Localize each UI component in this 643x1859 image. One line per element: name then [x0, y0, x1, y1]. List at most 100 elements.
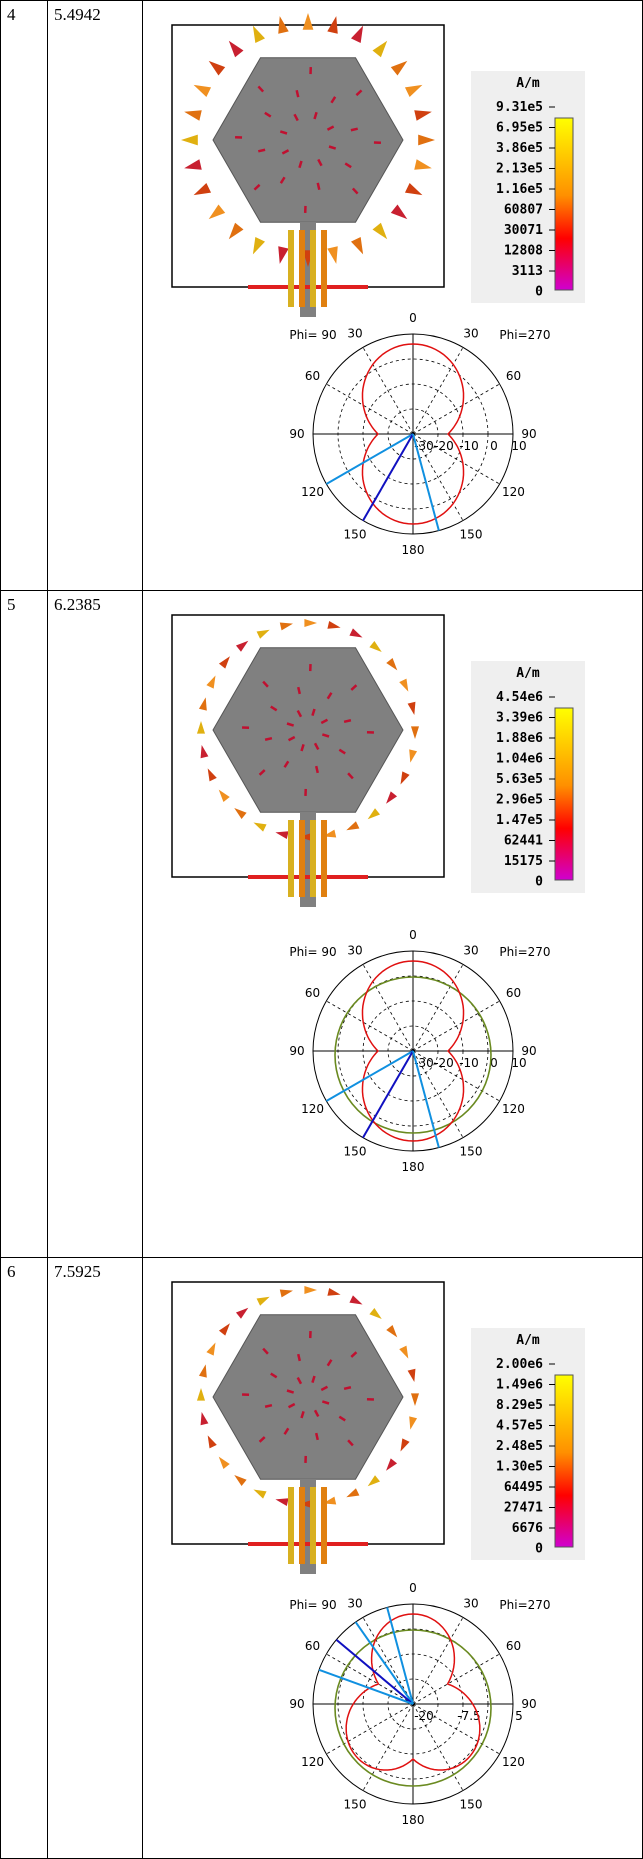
angle-label: 30	[463, 327, 478, 341]
angle-label: 90	[289, 1697, 304, 1711]
inner-arrow	[344, 1387, 351, 1389]
feed-arrow	[288, 230, 294, 307]
phi-left-label: Phi= 90	[289, 328, 336, 342]
feed-arrow	[310, 230, 316, 307]
legend-value: 1.30e5	[496, 1460, 543, 1475]
legend-value: 1.16e5	[496, 182, 543, 197]
radial-label: -10	[459, 439, 479, 453]
legend-value: 15175	[504, 854, 543, 869]
angle-label: 90	[521, 1697, 536, 1711]
beam-line	[326, 1051, 413, 1101]
legend-value: 3113	[512, 264, 543, 279]
legend-value: 0	[535, 1542, 543, 1557]
polar-spoke	[363, 1704, 413, 1791]
feed-arrow	[288, 1487, 294, 1564]
feed-arrow	[310, 820, 316, 897]
angle-label: 150	[460, 1797, 483, 1811]
feed-arrow	[288, 820, 294, 897]
feed-arrow	[299, 230, 305, 307]
polar-spoke	[413, 1654, 500, 1704]
legend-value: 27471	[504, 1501, 543, 1516]
radial-label: 10	[511, 439, 526, 453]
legend-value: 30071	[504, 223, 543, 238]
angle-label: 150	[344, 1144, 367, 1158]
angle-label: 60	[506, 986, 521, 1000]
inner-arrow	[265, 1405, 272, 1407]
legend-value: 6.95e5	[496, 121, 543, 136]
legend-value: 1.04e6	[496, 752, 543, 767]
angle-label: 180	[402, 543, 425, 557]
feed-arrow	[299, 1487, 305, 1564]
legend-value: 3.39e6	[496, 711, 543, 726]
angle-label: 0	[409, 311, 417, 325]
inner-arrow	[297, 90, 299, 97]
legend-value: 60807	[504, 203, 543, 218]
angle-label: 180	[402, 1160, 425, 1174]
inner-arrow	[298, 687, 300, 694]
legend-value: 2.00e6	[496, 1357, 543, 1372]
polar-spoke	[326, 384, 413, 434]
legend-value: 0	[535, 875, 543, 890]
angle-label: 30	[347, 1597, 362, 1611]
feed-arrow	[310, 1487, 316, 1564]
legend-value: 4.54e6	[496, 690, 543, 705]
radial-label: 5	[515, 1709, 523, 1723]
angle-label: 0	[409, 928, 417, 942]
radial-label: -10	[459, 1056, 479, 1070]
angle-label: 0	[409, 1581, 417, 1595]
angle-label: 120	[502, 1755, 525, 1769]
phi-left-label: Phi= 90	[289, 1598, 336, 1612]
radial-label: 10	[511, 1056, 526, 1070]
legend-value: 9.31e5	[496, 100, 543, 115]
angle-label: 150	[460, 1144, 483, 1158]
legend-value: 64495	[504, 1480, 543, 1495]
legend-value: 8.29e5	[496, 1398, 543, 1413]
polar-spoke	[363, 347, 413, 434]
legend-value: 6676	[512, 1521, 543, 1536]
color-bar	[555, 708, 573, 880]
phi-right-label: Phi=270	[499, 1598, 550, 1612]
frequency-cell: 5.4942	[48, 1, 143, 591]
angle-label: 120	[502, 1102, 525, 1116]
angle-label: 120	[301, 485, 324, 499]
angle-label: 120	[301, 1102, 324, 1116]
angle-label: 60	[305, 986, 320, 1000]
radial-label: -20	[434, 439, 454, 453]
legend-value: 2.48e5	[496, 1439, 543, 1454]
angle-label: 120	[301, 1755, 324, 1769]
beam-line	[363, 1051, 413, 1138]
polar-spoke	[326, 1704, 413, 1754]
radial-label: -20	[414, 1709, 434, 1723]
beam-line	[319, 1670, 413, 1704]
angle-label: 30	[347, 327, 362, 341]
phi-right-label: Phi=270	[499, 945, 550, 959]
angle-label: 180	[402, 1813, 425, 1827]
legend-value: 12808	[504, 244, 543, 259]
inner-arrow	[318, 183, 320, 190]
inner-arrow	[316, 1433, 318, 1440]
radial-label: -7.5	[457, 1709, 480, 1723]
legend-value: 0	[535, 285, 543, 300]
legend-value: 2.13e5	[496, 162, 543, 177]
feed-arrow	[321, 230, 327, 307]
index-cell: 4	[1, 1, 48, 591]
angle-label: 150	[344, 1797, 367, 1811]
figure-cell: A/m2.00e61.49e68.29e54.57e52.48e51.30e56…	[143, 1258, 642, 1859]
angle-label: 90	[289, 1044, 304, 1058]
angle-label: 30	[463, 944, 478, 958]
angle-label: 30	[347, 944, 362, 958]
color-bar	[555, 118, 573, 290]
polar-spoke	[326, 1654, 413, 1704]
feed-arrow	[321, 1487, 327, 1564]
feed-arrow	[299, 820, 305, 897]
polar-spoke	[413, 347, 463, 434]
polar-spoke	[326, 1001, 413, 1051]
frequency-cell: 7.5925	[48, 1258, 143, 1858]
polar-spoke	[413, 384, 500, 434]
color-bar	[555, 1375, 573, 1547]
angle-label: 120	[502, 485, 525, 499]
legend-value: 3.86e5	[496, 141, 543, 156]
inner-arrow	[265, 738, 272, 740]
